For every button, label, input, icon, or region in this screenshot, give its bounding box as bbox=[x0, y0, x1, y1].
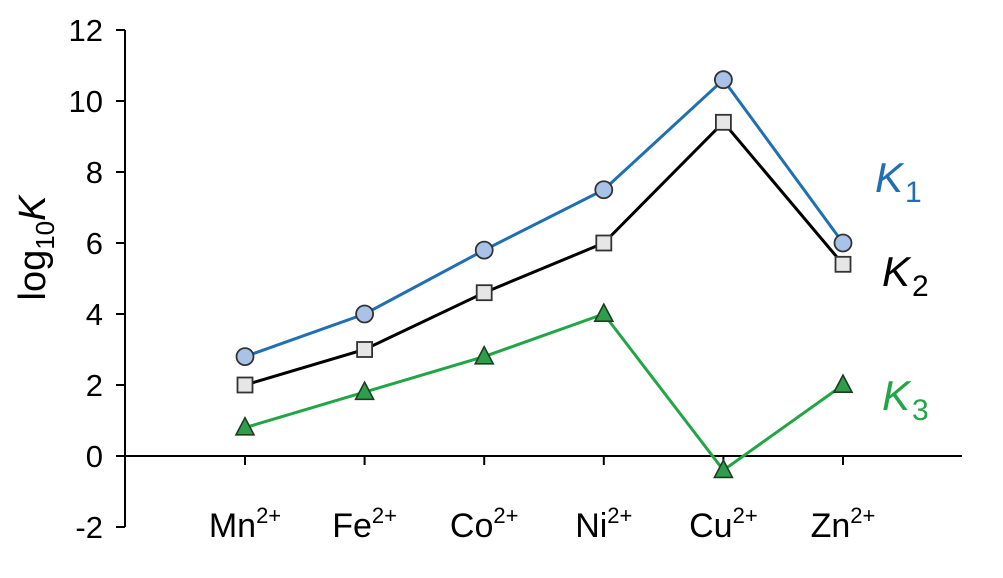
x-tick-label: Mn2+ bbox=[209, 503, 281, 545]
data-point bbox=[832, 373, 854, 394]
y-tick-label: 0 bbox=[86, 439, 103, 474]
data-point bbox=[593, 302, 615, 323]
x-tick-label: Zn2+ bbox=[811, 503, 876, 545]
data-point bbox=[235, 347, 255, 367]
data-point bbox=[594, 180, 614, 200]
y-tick-label: 10 bbox=[69, 84, 103, 119]
data-point bbox=[834, 255, 852, 273]
y-tick-label: 6 bbox=[86, 226, 103, 261]
series-label-k2: K2 bbox=[882, 248, 929, 303]
series-line-k2 bbox=[244, 120, 845, 387]
x-tick-label: Co2+ bbox=[450, 503, 519, 545]
x-tick-label: Fe2+ bbox=[332, 503, 397, 545]
y-tick-label: -2 bbox=[75, 510, 103, 545]
data-point bbox=[234, 415, 256, 436]
series-markers bbox=[234, 70, 854, 479]
data-point bbox=[715, 113, 732, 131]
y-tick-label: 2 bbox=[86, 368, 103, 403]
data-point bbox=[595, 234, 613, 252]
y-tick-label: 12 bbox=[69, 13, 103, 48]
data-point bbox=[354, 380, 375, 401]
x-tick-label: Ni2+ bbox=[575, 503, 632, 545]
data-point bbox=[236, 376, 254, 394]
data-point bbox=[713, 458, 734, 479]
y-tick-label: 8 bbox=[86, 155, 103, 190]
series-label-k3: K3 bbox=[882, 372, 929, 427]
series-label-k1: K1 bbox=[875, 154, 922, 209]
x-tick-label: Cu2+ bbox=[689, 503, 758, 545]
data-point bbox=[355, 304, 375, 324]
series-labels: K1 K2 K3 bbox=[875, 154, 929, 427]
y-tick-label: 4 bbox=[86, 297, 103, 332]
data-point bbox=[833, 233, 853, 253]
series-lines bbox=[244, 77, 845, 473]
data-point bbox=[473, 344, 495, 365]
data-point bbox=[474, 240, 494, 260]
data-point bbox=[714, 70, 733, 90]
y-axis-label: log10K bbox=[12, 194, 60, 301]
x-categories: Mn2+ Fe2+ Co2+ Ni2+ Cu2+ Zn2+ bbox=[209, 456, 876, 545]
y-axis-title: log10K bbox=[12, 194, 60, 301]
y-ticks: 12 10 8 6 4 2 0 -2 bbox=[69, 13, 125, 545]
series-line-k1 bbox=[244, 77, 845, 359]
data-point bbox=[475, 284, 493, 302]
axes bbox=[124, 30, 962, 527]
data-point bbox=[356, 341, 374, 358]
series-line-k3 bbox=[244, 312, 844, 473]
